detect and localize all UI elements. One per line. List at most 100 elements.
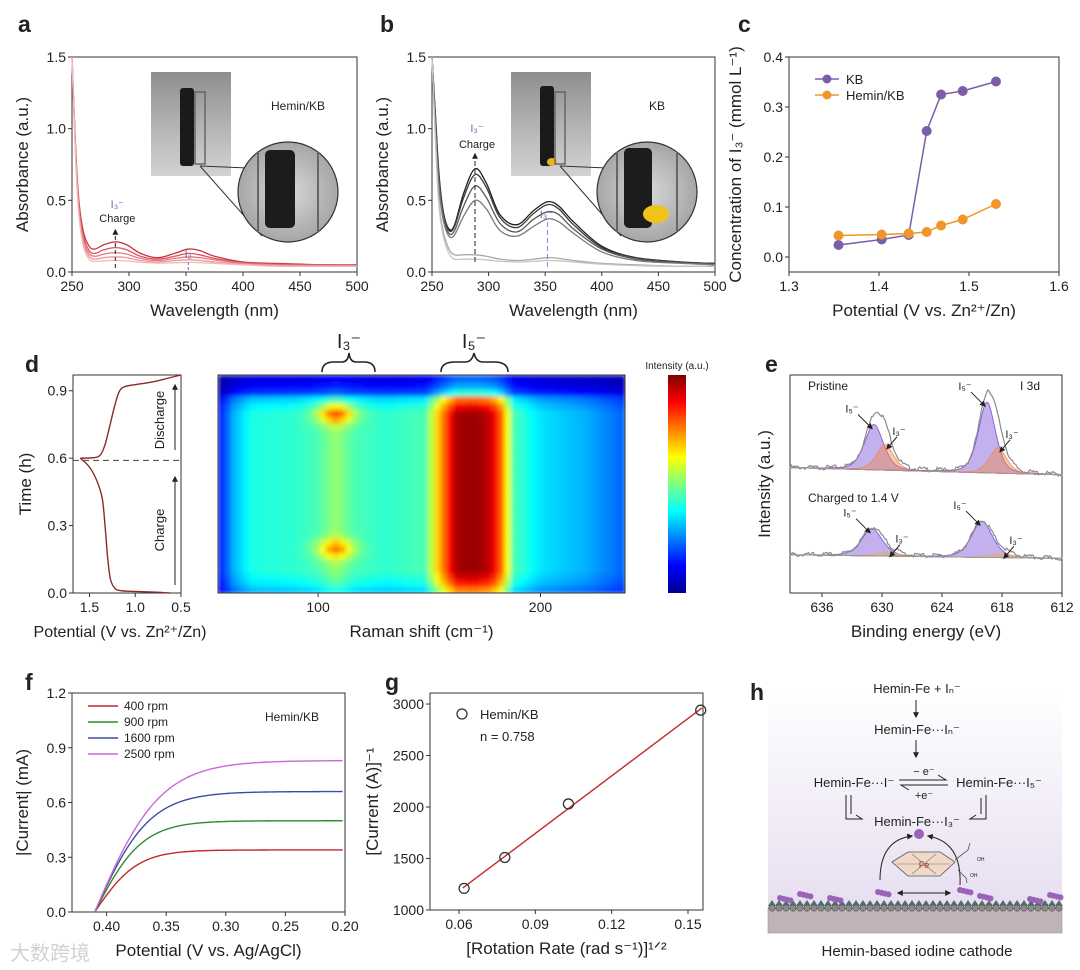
heatmap-cell: [593, 388, 601, 397]
heatmap-cell: [580, 552, 588, 560]
heatmap-cell: [453, 538, 461, 547]
heatmap-cell: [408, 443, 416, 451]
heatmap-cell: [497, 477, 505, 485]
heatmap-cell: [300, 552, 308, 560]
heatmap-cell: [408, 572, 416, 581]
heatmap-cell: [523, 572, 531, 581]
heatmap-cell: [421, 443, 429, 451]
heatmap-cell: [294, 511, 302, 519]
heatmap-cell: [427, 579, 436, 587]
heatmap-cell: [281, 558, 289, 567]
x-tick-label: 350: [174, 278, 198, 294]
heatmap-cell: [300, 586, 308, 593]
heatmap-cell: [287, 552, 296, 560]
heatmap-cell: [459, 545, 467, 553]
heatmap-cell: [294, 429, 302, 438]
heatmap-cell: [586, 511, 595, 519]
heatmap-cell: [402, 565, 410, 574]
heatmap-cell: [453, 402, 461, 410]
heatmap-cell: [370, 511, 378, 519]
heatmap-cell: [523, 429, 531, 438]
heatmap-cell: [516, 470, 525, 478]
heatmap-cell: [224, 402, 232, 410]
heatmap-cell: [338, 456, 346, 465]
heatmap-cell: [415, 402, 423, 410]
heatmap-cell: [268, 415, 277, 424]
heatmap-cell: [357, 552, 366, 560]
heatmap-cell: [230, 490, 238, 499]
heatmap-cell: [224, 381, 232, 390]
heatmap-cell: [338, 586, 346, 593]
heatmap-cell: [249, 477, 257, 485]
i3-yellow-solution-zoomed: [643, 205, 669, 223]
heatmap-cell: [230, 586, 238, 593]
heatmap-cell: [415, 524, 423, 533]
heatmap-cell: [586, 375, 595, 383]
x-tick-label: 636: [810, 599, 834, 615]
heatmap-cell: [338, 524, 346, 533]
heatmap-cell: [618, 477, 625, 485]
heatmap-cell: [230, 558, 238, 567]
heatmap-cell: [529, 436, 537, 444]
heatmap-cell: [523, 538, 531, 547]
heatmap-cell: [586, 538, 595, 547]
heatmap-cell: [580, 470, 588, 478]
heatmap-cell: [408, 504, 416, 513]
heatmap-cell: [574, 572, 582, 581]
data-point: [936, 89, 947, 100]
heatmap-cell: [364, 552, 372, 560]
heatmap-cell: [332, 490, 340, 499]
heatmap-cell: [459, 415, 467, 424]
heatmap-cell: [529, 429, 537, 438]
heatmap-cell: [459, 456, 467, 465]
heatmap-cell: [535, 477, 544, 485]
heatmap-cell: [345, 436, 353, 444]
heatmap-cell: [421, 484, 429, 492]
peak-pointer: [886, 436, 898, 450]
heatmap-cell: [268, 518, 277, 526]
carbon-particle: [936, 904, 944, 912]
heatmap-cell: [351, 484, 359, 492]
heatmap-cell: [605, 565, 614, 574]
heatmap-cell: [294, 497, 302, 506]
watermark: 大数跨境: [10, 942, 90, 965]
heatmap-cell: [268, 531, 277, 540]
heatmap-cell: [516, 436, 525, 444]
heatmap-cell: [567, 558, 575, 567]
heatmap-cell: [376, 402, 385, 410]
heatmap-cell: [491, 402, 499, 410]
heatmap-cell: [523, 531, 531, 540]
heatmap-cell: [478, 463, 486, 472]
heatmap-cell: [440, 470, 448, 478]
heatmap-cell: [478, 429, 486, 438]
y-tick-label: 1500: [393, 851, 424, 867]
heatmap-cell: [376, 586, 385, 593]
heatmap-cell: [287, 470, 296, 478]
heatmap-cell: [574, 565, 582, 574]
heatmap-cell: [485, 449, 493, 458]
heatmap-cell: [281, 477, 289, 485]
heatmap-cell: [326, 524, 334, 533]
heatmap-cell: [567, 381, 575, 390]
heatmap-cell: [618, 388, 625, 397]
heatmap-cell: [434, 572, 442, 581]
heatmap-cell: [434, 422, 442, 431]
heatmap-cell: [345, 381, 353, 390]
carbon-flake: [796, 900, 804, 906]
heatmap-cell: [256, 463, 264, 472]
heatmap-cell: [599, 484, 607, 492]
heatmap-cell: [459, 436, 467, 444]
heatmap-cell: [268, 490, 277, 499]
carbon-flake: [1041, 900, 1049, 906]
heatmap-cell: [529, 579, 537, 587]
heatmap-cell: [376, 552, 385, 560]
heatmap-cell: [453, 497, 461, 506]
heatmap-cell: [555, 422, 563, 431]
heatmap-cell: [249, 381, 257, 390]
heatmap-cell: [383, 558, 391, 567]
heatmap-cell: [313, 422, 321, 431]
heatmap-cell: [243, 484, 251, 492]
heatmap-cell: [427, 572, 436, 581]
heatmap-cell: [332, 524, 340, 533]
heatmap-cell: [555, 538, 563, 547]
